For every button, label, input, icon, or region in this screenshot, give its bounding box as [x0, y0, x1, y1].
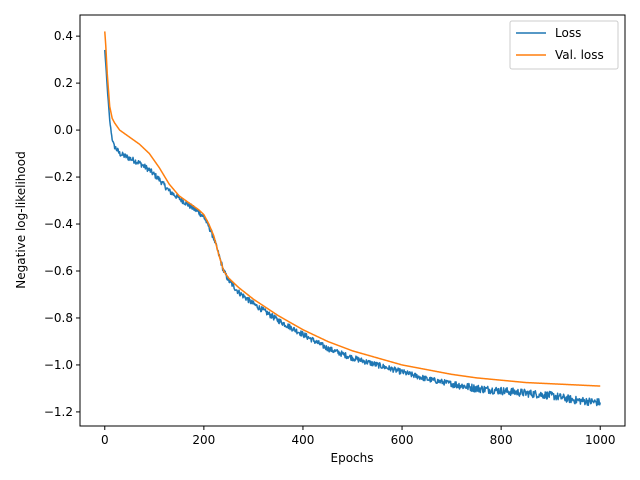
y-tick-label: −0.2 [44, 170, 73, 184]
x-tick-label: 800 [490, 433, 513, 447]
y-tick-label: 0.4 [54, 29, 73, 43]
series-line-val-loss [104, 31, 601, 387]
y-tick-label: −0.8 [44, 311, 73, 325]
y-tick-label: −0.4 [44, 217, 73, 231]
y-tick-label: 0.0 [54, 123, 73, 137]
x-axis-label: Epochs [331, 451, 374, 465]
y-tick-label: −1.2 [44, 405, 73, 419]
legend: Loss Val. loss [509, 20, 619, 70]
plot-frame [79, 14, 626, 427]
plot-area [80, 15, 625, 426]
legend-label-loss: Loss [555, 26, 581, 40]
legend-label-val-loss: Val. loss [555, 48, 604, 62]
y-tick-label: −0.6 [44, 264, 73, 278]
x-tick-label: 1000 [585, 433, 616, 447]
x-tick-label: 200 [192, 433, 215, 447]
y-axis: −1.2 −1.0 −0.8 −0.6 −0.4 −0.2 0.0 0.2 0.4 [44, 29, 80, 419]
series-layer [104, 31, 601, 407]
y-tick-label: 0.2 [54, 76, 73, 90]
y-axis-label: Negative log-likelihood [14, 151, 28, 288]
x-tick-label: 0 [101, 433, 109, 447]
series-line-loss [104, 49, 601, 407]
x-axis: 0 200 400 600 800 1000 [101, 426, 616, 447]
y-tick-label: −1.0 [44, 358, 73, 372]
x-tick-label: 400 [292, 433, 315, 447]
x-tick-label: 600 [391, 433, 414, 447]
